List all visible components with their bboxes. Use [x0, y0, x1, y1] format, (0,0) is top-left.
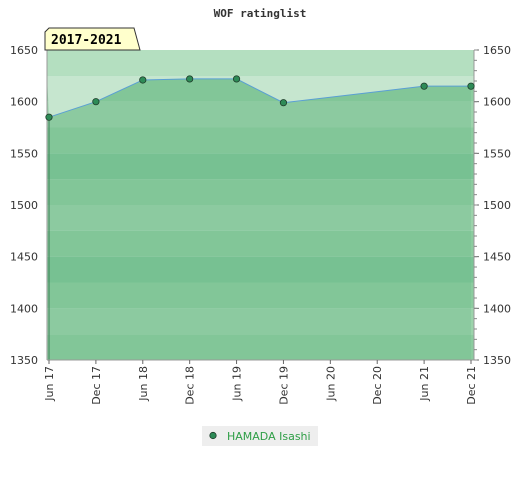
- data-point[interactable]: [45, 113, 53, 121]
- y-tick-left-1550: 1550: [10, 147, 38, 160]
- y-tick-right-1650: 1650: [483, 44, 511, 57]
- y-tick-left-1600: 1600: [10, 96, 38, 109]
- band-1350: [47, 334, 474, 360]
- x-tick-label: Jun 21: [418, 366, 431, 402]
- period-badge-shape: [44, 27, 141, 51]
- band-1425: [47, 256, 474, 283]
- legend-marker: [209, 431, 217, 440]
- x-tick-label: Jun 17: [43, 366, 56, 402]
- x-tick-label: Dec 18: [184, 366, 197, 405]
- data-point[interactable]: [420, 82, 428, 90]
- data-point[interactable]: [139, 76, 147, 84]
- band-1575: [47, 101, 474, 128]
- x-tick-label: Jun 18: [137, 366, 150, 402]
- y-tick-right-1400: 1400: [483, 302, 511, 315]
- y-tick-right-1600: 1600: [483, 96, 511, 109]
- markers: [45, 75, 475, 121]
- data-point[interactable]: [186, 75, 194, 83]
- series-area: [49, 78, 471, 360]
- x-tick-label: Dec 21: [465, 366, 478, 405]
- band-1550: [47, 127, 474, 154]
- band-1500: [47, 179, 474, 205]
- legend-box: [202, 426, 318, 446]
- legend[interactable]: HAMADA Isashi: [202, 426, 318, 446]
- data-point[interactable]: [232, 75, 241, 83]
- area-layer: [47, 50, 474, 360]
- y-tick-left-1400: 1400: [10, 302, 38, 315]
- y-tick-left-1450: 1450: [10, 251, 38, 264]
- y-tick-left-1500: 1500: [10, 199, 38, 212]
- band-1375: [47, 308, 474, 335]
- y-tick-right-1450: 1450: [483, 251, 511, 264]
- y-tick-right-1550: 1550: [483, 147, 511, 160]
- period-badge-label: 2017-2021: [51, 33, 122, 48]
- y-tick-left-1350: 1350: [10, 354, 38, 367]
- x-tick-label: Dec 17: [90, 366, 103, 405]
- x-tick-label: Jun 19: [231, 366, 244, 402]
- data-point[interactable]: [467, 82, 475, 90]
- data-point[interactable]: [92, 98, 100, 106]
- band-1450: [47, 230, 474, 257]
- y-tick-right-1350: 1350: [483, 354, 511, 367]
- band-1475: [47, 205, 474, 231]
- data-point[interactable]: [279, 99, 288, 107]
- legend-label: HAMADA Isashi: [227, 430, 311, 443]
- axes: 1350 1350 1400 1400 1450 1450 1500 1500 1550 1550…: [10, 44, 511, 405]
- chart-title: WOF ratinglist: [214, 7, 307, 20]
- x-tick-label: Jun 20: [324, 366, 337, 402]
- y-tick-left-1650: 1650: [10, 44, 38, 57]
- x-tick-label: Dec 20: [371, 366, 384, 405]
- series-line: [48, 78, 471, 118]
- band-above-line: [47, 75, 474, 118]
- band-1525: [47, 153, 474, 180]
- upper-band: [47, 50, 474, 76]
- band-1400: [47, 282, 474, 309]
- x-tick-label: Dec 19: [277, 366, 290, 405]
- y-tick-right-1500: 1500: [483, 199, 511, 212]
- background-bands: [47, 50, 474, 360]
- period-badge: 2017-2021: [44, 27, 141, 51]
